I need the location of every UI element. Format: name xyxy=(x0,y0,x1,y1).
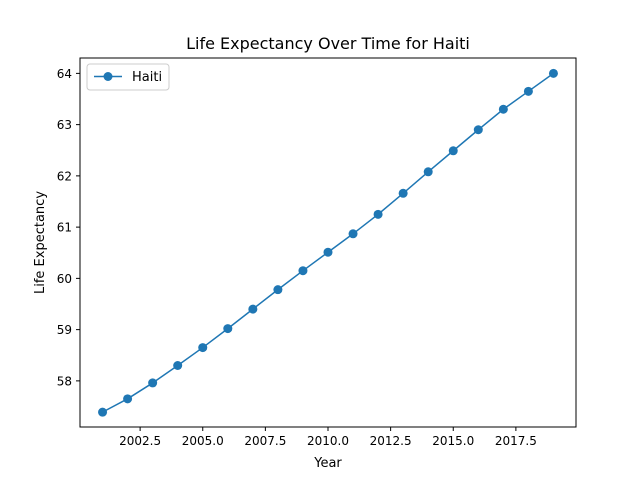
legend-marker-swatch xyxy=(103,72,113,81)
y-axis: 58 59 60 61 62 63 64 xyxy=(57,67,80,388)
x-tick-label: 2015.0 xyxy=(432,434,474,448)
plot-area: 2002.5 2005.0 2007.5 2010.0 2012.5 2015.0 2017… xyxy=(57,57,577,448)
x-axis: 2002.5 2005.0 2007.5 2010.0 2012.5 2015.0 2017… xyxy=(119,427,537,448)
data-point xyxy=(123,394,133,404)
y-tick-label: 60 xyxy=(57,272,72,286)
x-axis-label: Year xyxy=(313,456,342,471)
series-layer xyxy=(98,68,558,417)
data-point xyxy=(348,229,358,239)
y-tick-label: 63 xyxy=(57,118,72,132)
y-tick-label: 64 xyxy=(57,67,72,81)
legend-label-haiti: Haiti xyxy=(132,70,162,85)
x-tick-label: 2010.0 xyxy=(307,434,349,448)
x-tick-label: 2012.5 xyxy=(370,434,412,448)
data-point xyxy=(423,167,433,177)
data-point xyxy=(473,125,483,135)
legend: Haiti xyxy=(86,63,170,91)
x-tick-label: 2017.5 xyxy=(495,434,537,448)
y-axis-label: Life Expectancy xyxy=(33,191,48,294)
data-point xyxy=(273,285,283,295)
data-point xyxy=(98,407,108,417)
legend-box xyxy=(86,63,170,91)
x-tick-label: 2007.5 xyxy=(244,434,286,448)
data-point xyxy=(198,343,208,353)
data-point xyxy=(523,86,533,96)
data-point xyxy=(248,304,258,314)
chart-title: Life Expectancy Over Time for Haiti xyxy=(186,34,470,53)
data-point xyxy=(498,104,508,114)
data-point xyxy=(223,324,233,334)
data-point xyxy=(173,361,183,370)
data-point xyxy=(448,146,458,156)
y-tick-label: 62 xyxy=(57,169,72,183)
y-tick-label: 59 xyxy=(57,323,72,337)
data-point xyxy=(298,266,308,276)
data-point xyxy=(323,247,333,257)
data-point xyxy=(398,188,408,198)
data-point xyxy=(148,378,158,388)
x-tick-label: 2002.5 xyxy=(119,434,161,448)
data-point xyxy=(373,209,383,219)
data-point xyxy=(548,68,558,78)
x-tick-label: 2005.0 xyxy=(182,434,224,448)
y-tick-label: 61 xyxy=(57,221,72,235)
y-tick-label: 58 xyxy=(57,374,72,388)
